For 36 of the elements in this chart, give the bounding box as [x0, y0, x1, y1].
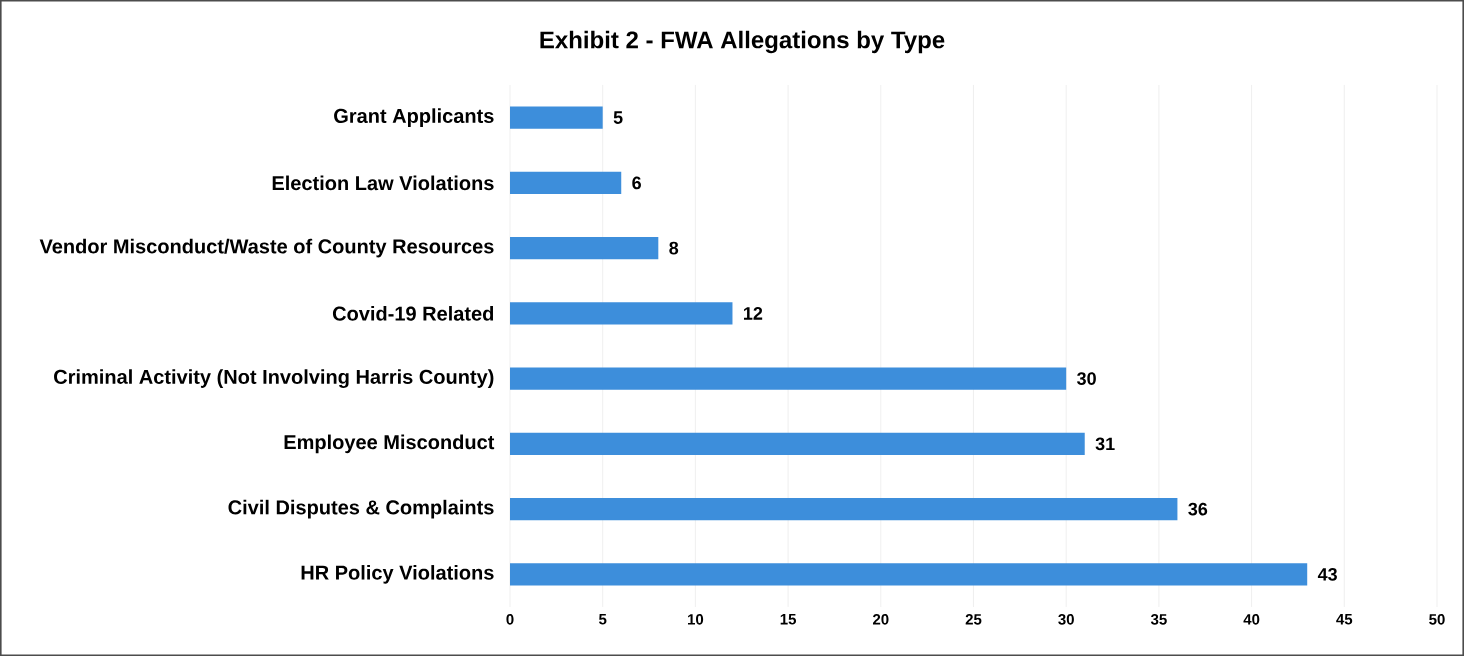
x-tick-label: 50 — [1429, 614, 1445, 625]
x-tick-label: 10 — [688, 614, 704, 625]
bar — [510, 302, 733, 325]
y-tick-label: Employee Misconduct — [284, 434, 495, 454]
x-tick-label: 0 — [506, 614, 514, 625]
x-tick-label: 35 — [1150, 614, 1167, 625]
y-tick-label: Vendor Misconduct/Waste of County Resources — [39, 238, 494, 258]
y-tick-label: Grant Applicants — [334, 108, 494, 127]
data-label: 30 — [1077, 372, 1096, 385]
data-label: 6 — [632, 176, 641, 190]
data-label: 31 — [1095, 437, 1115, 451]
bar — [510, 367, 1067, 390]
data-label: 36 — [1188, 502, 1208, 516]
chart-title: Exhibit 2 - FWA Allegations by Type — [540, 30, 945, 54]
x-tick-label: 5 — [599, 614, 607, 625]
y-tick-label: Civil Disputes & Complaints — [228, 499, 494, 519]
bar — [510, 563, 1308, 586]
x-tick-label: 40 — [1243, 614, 1260, 625]
y-tick-label: HR Policy Violations — [301, 565, 494, 584]
y-tick-label: Covid-19 Related — [332, 306, 494, 321]
x-tick-label: 25 — [965, 614, 982, 625]
x-tick-label: 15 — [780, 614, 797, 625]
y-tick-label: Criminal Activity (Not Involving Harris County) — [54, 369, 494, 388]
data-label: 12 — [744, 307, 763, 320]
y-tick-label: Election Law Violations — [272, 175, 494, 191]
bar — [510, 106, 603, 129]
bar — [510, 498, 1178, 521]
data-label: 8 — [669, 241, 679, 255]
bar — [510, 432, 1085, 455]
x-tick-label: 20 — [872, 614, 889, 625]
bar — [510, 171, 622, 194]
data-label: 43 — [1317, 567, 1337, 581]
x-tick-label: 30 — [1058, 614, 1074, 625]
bar — [510, 237, 659, 260]
x-tick-label: 45 — [1336, 614, 1353, 625]
data-label: 5 — [613, 111, 623, 124]
